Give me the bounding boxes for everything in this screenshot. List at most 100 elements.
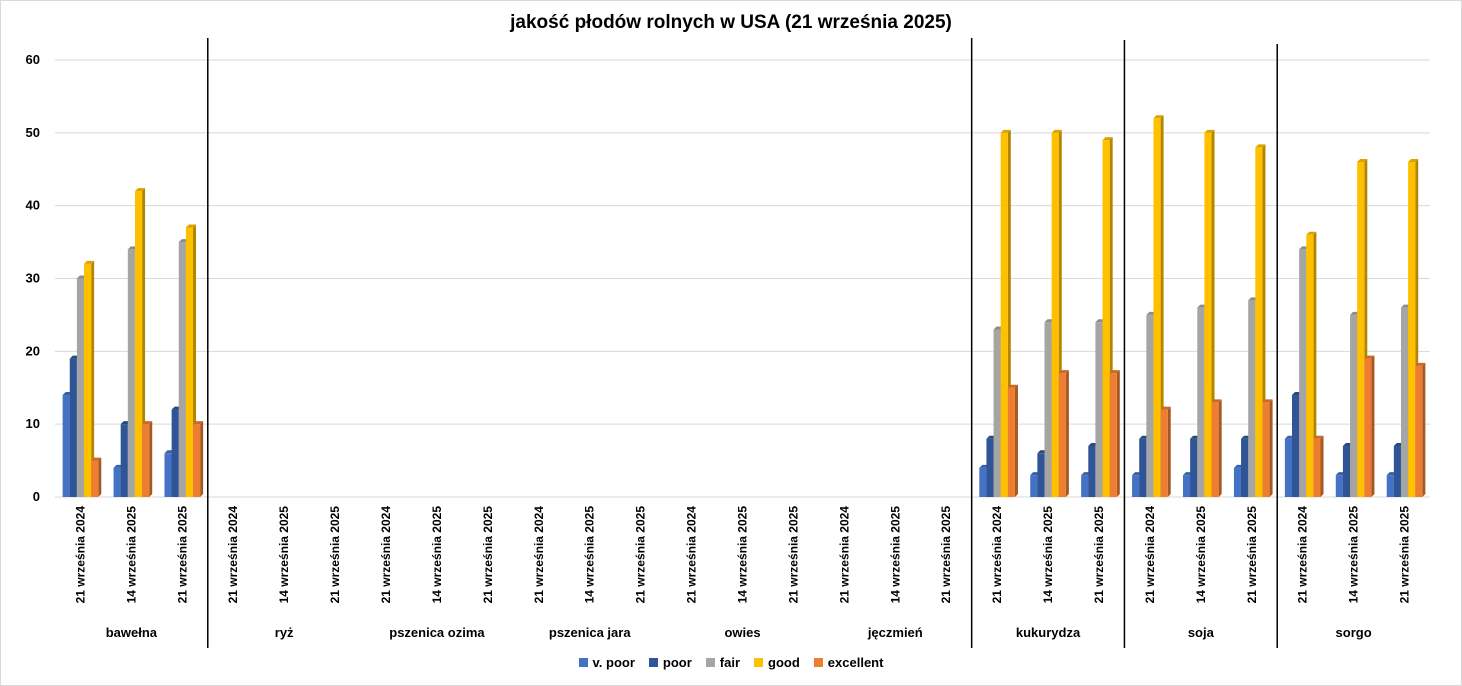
x-tick-label: 21 września 2025 [786, 506, 800, 604]
bar-top [1262, 399, 1273, 403]
bar [1233, 467, 1242, 497]
bar-top [134, 188, 146, 192]
bar-side [1269, 399, 1273, 497]
bar-top [1153, 115, 1164, 119]
bar [1160, 409, 1168, 497]
bar [1102, 140, 1110, 497]
x-tick-label: 14 września 2025 [736, 506, 750, 604]
bar-side [1014, 384, 1018, 497]
x-tick-label: 21 września 2025 [1398, 506, 1412, 604]
x-tick-label: 14 września 2025 [583, 506, 597, 604]
x-tick-label: 21 września 2025 [481, 506, 495, 604]
x-tick-label: 21 września 2024 [837, 506, 851, 604]
bar [178, 242, 186, 497]
group-label: ryż [275, 625, 294, 640]
bar [1037, 453, 1045, 497]
group-label: sorgo [1336, 625, 1372, 640]
legend-item: good [754, 655, 800, 670]
bar [1044, 322, 1052, 497]
y-tick-label: 20 [26, 343, 40, 358]
bar [979, 467, 987, 497]
group-label: bawełna [106, 625, 158, 640]
legend-swatch [813, 658, 823, 667]
x-tick-label: 21 września 2024 [1296, 506, 1310, 604]
bar [1248, 300, 1256, 497]
legend-label: poor [662, 655, 692, 670]
bar [1255, 147, 1263, 497]
bar [1262, 402, 1270, 497]
x-tick-label: 21 września 2024 [379, 506, 393, 604]
bar-side [1167, 406, 1171, 497]
bar-side [1218, 399, 1222, 497]
x-tick-label: 14 września 2025 [124, 506, 138, 604]
bar-side [142, 188, 146, 497]
bar [1386, 475, 1394, 497]
bar [1350, 314, 1358, 497]
group-label: soja [1188, 625, 1215, 640]
bar [1030, 475, 1038, 497]
bar [1306, 234, 1314, 498]
bar [986, 438, 994, 497]
bar [69, 358, 77, 497]
bar-top [1306, 231, 1317, 235]
bar [1204, 132, 1212, 498]
bar [1000, 132, 1008, 498]
bar-side [200, 421, 204, 497]
bar-top [1109, 370, 1120, 374]
bar [1415, 365, 1423, 497]
bar [1153, 118, 1161, 498]
group-label: jęczmień [867, 625, 923, 640]
legend-item: poor [648, 655, 692, 670]
x-tick-label: 14 września 2025 [430, 506, 444, 604]
bar [1335, 475, 1343, 497]
group-label: pszenica jara [549, 625, 631, 640]
x-tick-label: 14 września 2025 [1347, 506, 1361, 604]
bar [1313, 438, 1321, 497]
bar-top [1000, 129, 1011, 133]
bar [1139, 438, 1147, 497]
x-tick-label: 21 września 2025 [939, 506, 953, 604]
bar-top [84, 260, 95, 264]
bar-top [185, 224, 197, 228]
bar-top [1102, 137, 1113, 141]
x-tick-label: 21 września 2024 [532, 506, 546, 604]
x-tick-label: 21 września 2024 [685, 506, 699, 604]
x-tick-label: 21 września 2024 [226, 506, 240, 604]
bar-top [1204, 129, 1215, 133]
y-tick-label: 50 [26, 125, 40, 140]
bar [76, 278, 85, 497]
legend: v. poor poor fair good excellent [0, 655, 1462, 670]
bar [120, 424, 128, 497]
legend-swatch [705, 658, 715, 667]
x-tick-label: 14 września 2025 [1041, 506, 1055, 604]
legend-item: fair [705, 655, 740, 670]
legend-label: excellent [827, 655, 884, 670]
bar [1197, 307, 1205, 497]
bar [142, 424, 150, 497]
bar [1291, 395, 1300, 497]
legend-item: excellent [813, 655, 884, 670]
bar-top [1160, 406, 1171, 410]
bar [1357, 161, 1365, 497]
bar-side [1422, 362, 1426, 497]
bar [1400, 307, 1409, 497]
x-tick-label: 14 września 2025 [888, 506, 902, 604]
legend-label: v. poor [592, 655, 635, 670]
legend-swatch [648, 658, 658, 667]
legend-label: good [768, 655, 800, 670]
bar-top [142, 421, 153, 425]
bar-top [1007, 384, 1018, 388]
y-tick-label: 60 [26, 52, 40, 67]
bar-top [1211, 399, 1222, 403]
bar-top [1415, 362, 1426, 366]
bar [1088, 446, 1096, 497]
bar [1007, 387, 1015, 497]
bar [1284, 438, 1292, 497]
bar [1408, 161, 1416, 497]
x-tick-label: 21 września 2025 [175, 506, 189, 604]
x-tick-label: 21 września 2024 [1143, 506, 1157, 604]
bar [1342, 446, 1351, 497]
bar [1211, 402, 1219, 497]
bar-side [1160, 115, 1164, 498]
